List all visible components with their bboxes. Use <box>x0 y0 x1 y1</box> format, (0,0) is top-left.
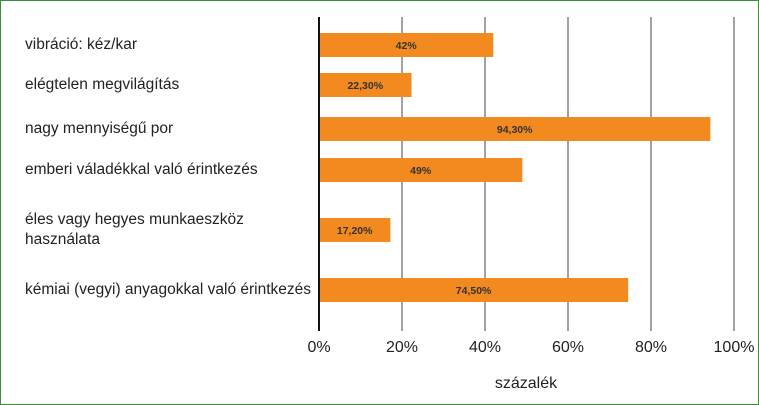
bar <box>319 117 711 141</box>
category-label: vibráció: kéz/kar <box>25 36 137 53</box>
category-label: kémiai (vegyi) anyagokkal való érintkezé… <box>25 281 312 298</box>
bar <box>319 33 494 57</box>
category-label: nagy mennyiségű por <box>25 120 174 137</box>
value-label: 22,30% <box>347 80 383 92</box>
value-label: 42% <box>396 40 418 52</box>
x-tick-label: 40% <box>469 339 501 356</box>
bar <box>319 158 523 182</box>
category-label: elégtelen megvilágítás <box>25 76 180 93</box>
x-tick-label: 100% <box>714 339 755 356</box>
bar <box>319 218 391 242</box>
x-tick-label: 60% <box>552 339 584 356</box>
category-label: emberi váladékkal való érintkezés <box>25 161 258 178</box>
bar <box>319 278 629 302</box>
x-axis-label: százalék <box>495 375 558 392</box>
x-tick-label: 20% <box>386 339 418 356</box>
value-label: 74,50% <box>456 285 492 297</box>
category-label: éles vagy hegyes munkaeszköz használata <box>25 211 244 248</box>
value-label: 49% <box>410 165 432 177</box>
value-label: 94,30% <box>497 124 533 136</box>
value-label: 17,20% <box>337 225 373 237</box>
bar <box>319 73 412 97</box>
x-tick-label: 80% <box>635 339 667 356</box>
x-tick-label: 0% <box>307 339 330 356</box>
